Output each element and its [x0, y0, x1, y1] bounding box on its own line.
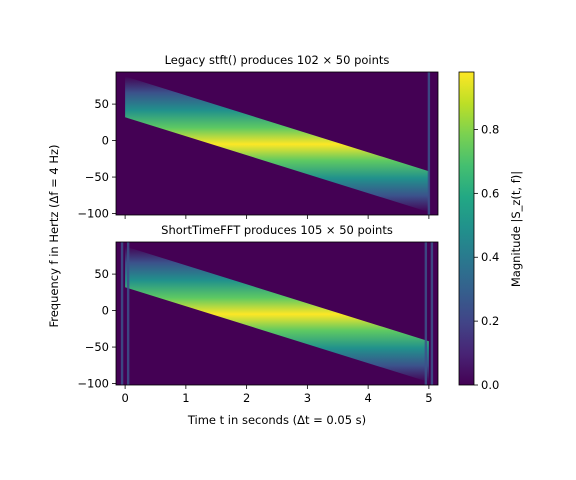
x-tick-label: 4 — [364, 391, 371, 405]
colorbar-tick-label: 0.8 — [481, 122, 499, 136]
y-tick-label: −100 — [77, 377, 109, 391]
x-tick-label: 0 — [121, 391, 128, 405]
x-tick-label: 2 — [243, 391, 250, 405]
panel-title-legacy: Legacy stft() produces 102 × 50 points — [165, 53, 390, 67]
panel-title-shorttimefft: ShortTimeFFT produces 105 × 50 points — [161, 223, 393, 237]
y-tick-label: 0 — [102, 134, 109, 148]
edge-artifact-line — [126, 242, 130, 385]
y-tick-label: 50 — [94, 267, 109, 281]
spectrogram-panel-shorttimefft: ShortTimeFFT produces 105 × 50 points −1… — [77, 223, 439, 405]
frequency-ridge — [125, 246, 429, 383]
panel-frame — [115, 71, 439, 216]
edge-artifact-line — [430, 242, 434, 385]
colorbar-tick-label: 0.0 — [481, 378, 499, 392]
y-tick-label: −50 — [85, 340, 109, 354]
frequency-ridge — [125, 76, 429, 213]
edge-artifact-line — [120, 242, 124, 385]
x-tick-label: 3 — [304, 391, 311, 405]
colorbar-label: Magnitude |S_z(t, f)| — [509, 171, 523, 287]
colorbar-tick-label: 0.6 — [481, 186, 499, 200]
y-tick-label: −50 — [85, 170, 109, 184]
y-tick-label: 0 — [102, 304, 109, 318]
edge-artifact-line — [427, 72, 431, 215]
panel-frame — [115, 241, 439, 386]
y-tick-label: 50 — [94, 97, 109, 111]
x-axis-label: Time t in seconds (Δt = 0.05 s) — [187, 413, 366, 427]
colorbar-tick-label: 0.4 — [481, 250, 499, 264]
x-tick-label: 5 — [425, 391, 432, 405]
colorbar-frame — [458, 71, 475, 386]
colorbar-tick-label: 0.2 — [481, 314, 499, 328]
colorbar: 0.0 0.2 0.4 0.6 0.8 Magnitude |S_z(t, f)| — [458, 71, 523, 392]
x-tick-label: 1 — [182, 391, 189, 405]
spectrogram-panel-legacy: Legacy stft() produces 102 × 50 points −… — [77, 53, 439, 221]
edge-artifact-line — [424, 242, 428, 385]
y-axis-label: Frequency f in Hertz (Δf = 4 Hz) — [47, 144, 61, 327]
y-tick-label: −100 — [77, 207, 109, 221]
colorbar-gradient — [459, 72, 474, 385]
